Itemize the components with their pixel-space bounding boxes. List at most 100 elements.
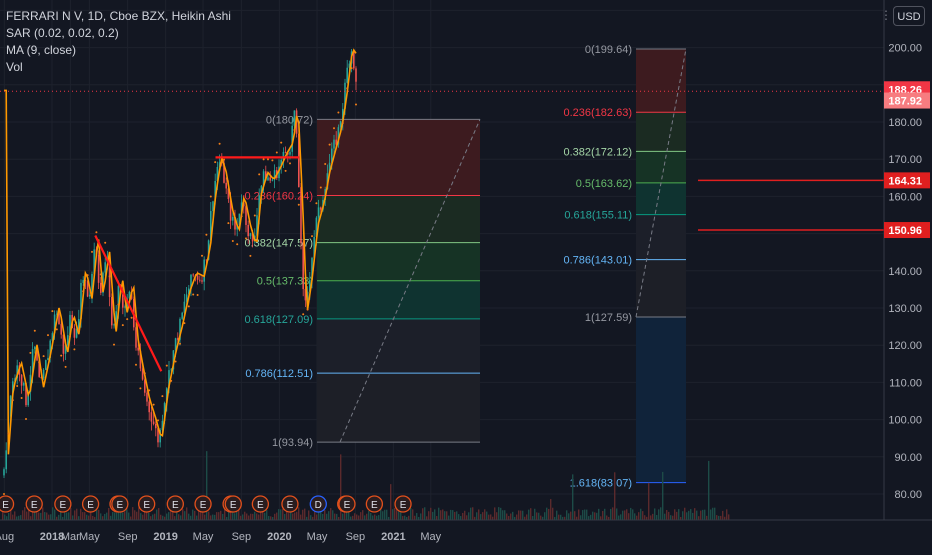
volume-bar bbox=[708, 460, 710, 520]
sar-dot bbox=[99, 273, 102, 276]
currency-button[interactable]: USD bbox=[893, 6, 925, 26]
candle-body bbox=[190, 274, 192, 289]
volume-bar bbox=[460, 516, 462, 520]
volume-bar bbox=[600, 516, 602, 520]
time-tick-label: Sep bbox=[346, 531, 366, 543]
candle-body bbox=[311, 257, 313, 281]
volume-bar bbox=[186, 507, 188, 520]
price-tag-label: 150.96 bbox=[888, 225, 922, 237]
marker-circle bbox=[394, 495, 412, 513]
sar-dot bbox=[324, 162, 327, 165]
volume-bar bbox=[490, 514, 492, 520]
volume-bar bbox=[86, 514, 88, 520]
volume-bar bbox=[200, 508, 202, 520]
dividend-marker: D bbox=[309, 495, 327, 513]
sar-dot bbox=[315, 202, 318, 205]
volume-bar bbox=[476, 512, 478, 520]
price-tick-label: 90.00 bbox=[894, 452, 922, 464]
volume-bar bbox=[96, 509, 98, 520]
volume-bar bbox=[262, 508, 264, 520]
volume-bar bbox=[560, 514, 562, 520]
candle-body bbox=[188, 288, 190, 295]
sar-dot bbox=[139, 387, 142, 390]
candle-body bbox=[174, 338, 177, 351]
volume-bar bbox=[434, 509, 436, 520]
volume-bar bbox=[568, 513, 570, 520]
volume-bar bbox=[704, 509, 706, 520]
candle-body bbox=[25, 382, 27, 406]
volume-bar bbox=[506, 513, 508, 520]
candle-body bbox=[355, 68, 357, 82]
sar-dot bbox=[297, 203, 300, 206]
volume-bar bbox=[486, 511, 488, 520]
candle-body bbox=[203, 259, 205, 282]
volume-bar bbox=[398, 508, 400, 520]
candle-body bbox=[302, 243, 304, 290]
sar-dot bbox=[227, 222, 230, 225]
sar-dot bbox=[302, 313, 305, 316]
volume-bar bbox=[500, 507, 502, 520]
volume-bar bbox=[416, 513, 418, 520]
candle-body bbox=[210, 211, 212, 241]
volume-bar bbox=[324, 509, 326, 520]
sar-dot bbox=[187, 305, 190, 308]
settings-icon[interactable]: ⋮ bbox=[880, 8, 892, 22]
volume-bar bbox=[292, 513, 294, 520]
fib-zone bbox=[317, 195, 480, 243]
volume-bar bbox=[628, 513, 630, 520]
volume-bar bbox=[670, 515, 672, 520]
candle-body bbox=[20, 374, 23, 386]
earnings-marker: E bbox=[81, 495, 100, 513]
volume-bar bbox=[654, 508, 656, 520]
volume-bar bbox=[468, 512, 470, 520]
volume-bar bbox=[152, 514, 154, 520]
candle-body bbox=[342, 108, 344, 122]
volume-bar bbox=[538, 512, 540, 520]
volume-bar bbox=[590, 514, 592, 520]
volume-bar bbox=[470, 507, 472, 520]
sar-dot bbox=[126, 318, 129, 321]
volume-bar bbox=[680, 516, 682, 520]
candle-body bbox=[304, 289, 307, 301]
volume-bar bbox=[260, 510, 262, 520]
marker-letter: E bbox=[344, 500, 351, 511]
volume-bar bbox=[34, 510, 36, 520]
volume-bar bbox=[656, 514, 658, 520]
volume-bar bbox=[368, 510, 370, 520]
volume-bar bbox=[478, 509, 480, 520]
volume-bar bbox=[172, 507, 174, 520]
marker-letter: E bbox=[87, 500, 94, 511]
volume-bar bbox=[90, 510, 92, 520]
volume-bar bbox=[574, 511, 576, 520]
volume-bar bbox=[122, 512, 124, 520]
volume-bar bbox=[488, 514, 490, 520]
volume-bar bbox=[166, 513, 168, 520]
volume-bar bbox=[76, 508, 78, 520]
price-tick-label: 200.00 bbox=[888, 43, 922, 55]
candle-body bbox=[181, 312, 183, 319]
marker-circle bbox=[81, 495, 100, 513]
volume-bar bbox=[270, 516, 272, 520]
candle-body bbox=[335, 139, 337, 145]
volume-bar bbox=[524, 516, 526, 520]
fib-retracement-2018: 0(180.72)0.236(160.24)0.382(147.57)0.5(1… bbox=[245, 114, 480, 449]
sar-dot bbox=[69, 335, 71, 338]
sar-dot bbox=[209, 195, 212, 198]
candle-body bbox=[64, 345, 67, 354]
volume-bar bbox=[174, 516, 176, 520]
sar-dot bbox=[192, 293, 195, 296]
volume-bar bbox=[426, 516, 428, 520]
volume-bar bbox=[530, 508, 532, 520]
candle-body bbox=[243, 202, 245, 207]
volume-bars bbox=[2, 451, 730, 520]
sar-dot bbox=[271, 159, 274, 162]
volume-bar bbox=[320, 509, 322, 520]
volume-bar bbox=[6, 516, 8, 520]
candle-body bbox=[291, 125, 293, 152]
volume-bar bbox=[542, 516, 544, 520]
candle-body bbox=[104, 262, 106, 273]
volume-bar bbox=[182, 509, 184, 520]
candle-body bbox=[137, 347, 139, 351]
